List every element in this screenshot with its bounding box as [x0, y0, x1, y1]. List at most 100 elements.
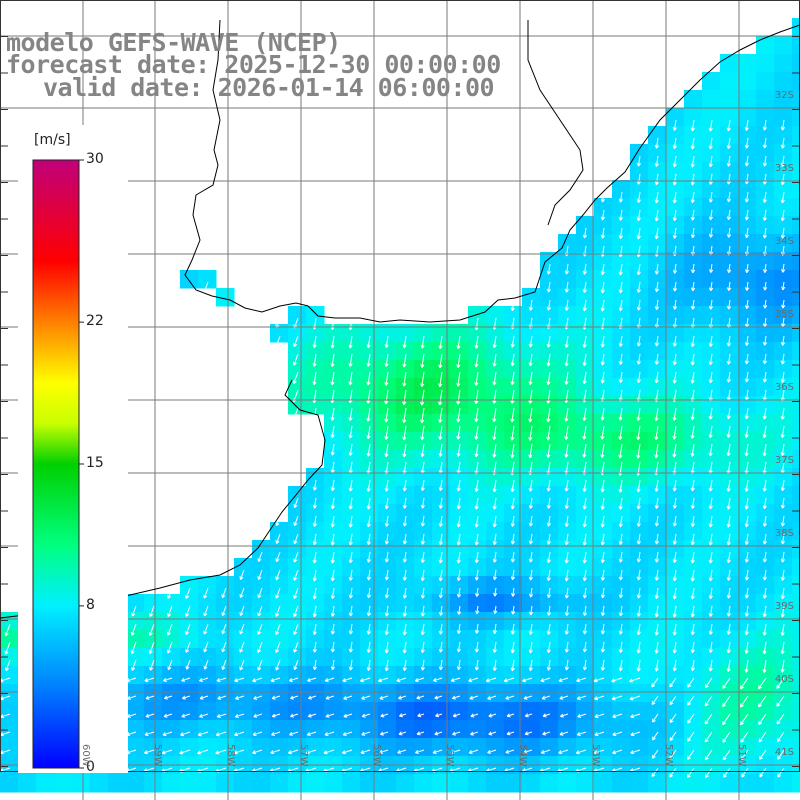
wind-arrow — [780, 641, 785, 655]
wind-arrow — [402, 623, 407, 636]
wind-speed-cell — [288, 594, 307, 613]
wind-speed-cell — [702, 414, 721, 433]
wind-arrow — [582, 623, 588, 635]
wind-speed-cell — [468, 540, 487, 559]
wind-speed-cell — [342, 558, 361, 577]
wind-speed-cell — [594, 396, 613, 415]
wind-arrow — [636, 605, 641, 617]
wind-arrow — [672, 425, 677, 440]
wind-arrow — [402, 371, 407, 387]
wind-speed-cell — [234, 612, 253, 631]
wind-speed-cell — [612, 270, 631, 289]
wind-arrow — [629, 695, 641, 701]
wind-arrow — [780, 173, 785, 186]
wind-speed-cell — [594, 648, 613, 667]
wind-speed-cell — [612, 378, 631, 397]
wind-arrow — [708, 659, 713, 672]
wind-arrow — [672, 119, 677, 131]
wind-speed-cell — [216, 612, 235, 631]
wind-arrow — [185, 605, 191, 617]
wind-arrow — [275, 515, 281, 527]
wind-speed-cell — [432, 720, 451, 739]
wind-arrow — [434, 731, 443, 736]
wind-speed-cell — [396, 612, 415, 631]
wind-speed-cell — [378, 576, 397, 595]
wind-speed-cell — [630, 144, 649, 163]
wind-speed-cell — [270, 594, 289, 613]
wind-speed-cell — [522, 324, 541, 343]
wind-arrow — [474, 371, 479, 386]
wind-speed-cell — [720, 360, 739, 379]
wind-speed-cell — [144, 774, 163, 793]
wind-arrow — [618, 623, 623, 635]
wind-arrow — [564, 479, 569, 492]
wind-speed-cell — [648, 540, 667, 559]
wind-arrow — [744, 623, 749, 636]
wind-arrow — [312, 605, 317, 618]
wind-speed-cell — [324, 360, 343, 379]
wind-arrow — [600, 425, 605, 440]
wind-speed-cell — [414, 720, 433, 739]
wind-arrow — [654, 605, 659, 618]
wind-speed-cell — [666, 702, 685, 721]
wind-speed-cell — [486, 540, 505, 559]
wind-arrow — [726, 551, 731, 564]
wind-arrow — [582, 281, 587, 293]
wind-speed-cell — [378, 558, 397, 577]
wind-arrow — [420, 425, 425, 441]
wind-speed-cell — [540, 378, 559, 397]
wind-arrow — [630, 749, 641, 755]
wind-speed-cell — [702, 72, 721, 91]
wind-arrow — [523, 749, 533, 754]
wind-arrow — [312, 569, 317, 582]
wind-speed-cell — [684, 198, 703, 217]
wind-arrow — [415, 749, 425, 754]
wind-speed-cell — [540, 522, 559, 541]
wind-speed-cell — [666, 450, 685, 469]
wind-speed-cell — [756, 540, 775, 559]
wind-speed-cell — [288, 648, 307, 667]
wind-arrow — [744, 443, 749, 457]
wind-speed-cell — [666, 414, 685, 433]
wind-speed-cell — [720, 540, 739, 559]
wind-speed-cell — [324, 486, 343, 505]
wind-arrow — [690, 443, 695, 457]
wind-speed-cell — [468, 450, 487, 469]
wind-arrow — [221, 623, 227, 635]
wind-arrow — [402, 569, 407, 581]
colorbar-tick-label: 15 — [86, 455, 104, 471]
latitude-label: 32S — [774, 90, 794, 101]
wind-speed-cell — [702, 486, 721, 505]
wind-arrow — [307, 677, 317, 682]
wind-arrow — [762, 551, 767, 563]
wind-arrow — [402, 587, 407, 599]
wind-arrow — [672, 263, 678, 274]
wind-arrow — [522, 677, 533, 683]
wind-arrow — [546, 659, 551, 671]
wind-arrow — [582, 425, 587, 440]
wind-speed-cell — [630, 486, 649, 505]
wind-arrow — [762, 605, 767, 618]
wind-speed-cell — [540, 504, 559, 523]
wind-arrow — [708, 155, 713, 168]
wind-speed-cell — [576, 252, 595, 271]
wind-speed-cell — [450, 324, 469, 343]
wind-speed-cell — [432, 594, 451, 613]
wind-arrow — [781, 317, 786, 328]
wind-arrow — [636, 515, 641, 527]
wind-speed-cell — [288, 774, 307, 793]
wind-arrow — [510, 353, 515, 367]
wind-arrow — [582, 605, 588, 616]
wind-speed-cell — [774, 504, 793, 523]
wind-speed-cell — [144, 684, 163, 703]
wind-arrow — [546, 335, 551, 348]
wind-speed-cell — [342, 540, 361, 559]
wind-speed-cell — [666, 162, 685, 181]
wind-speed-cell — [558, 324, 577, 343]
latitude-label: 40S — [774, 674, 794, 685]
wind-speed-cell — [612, 180, 631, 199]
wind-speed-cell — [648, 558, 667, 577]
wind-speed-cell — [720, 738, 739, 757]
wind-arrow — [690, 659, 695, 672]
wind-speed-cell — [648, 270, 667, 289]
